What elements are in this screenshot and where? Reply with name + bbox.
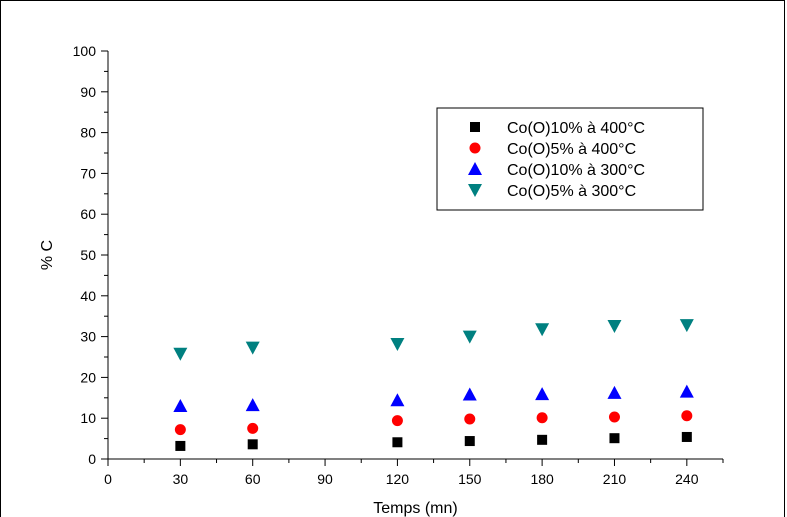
data-point bbox=[464, 413, 476, 425]
x-tick-label: 210 bbox=[603, 471, 627, 487]
data-point bbox=[175, 440, 186, 451]
data-point bbox=[247, 422, 259, 434]
data-point bbox=[390, 337, 405, 351]
y-tick-label: 90 bbox=[80, 84, 96, 100]
data-point bbox=[392, 437, 403, 448]
data-point bbox=[462, 387, 477, 401]
data-point bbox=[462, 330, 477, 344]
x-tick-label: 120 bbox=[386, 471, 410, 487]
data-point bbox=[174, 424, 186, 436]
data-point bbox=[607, 385, 622, 399]
series-3 bbox=[173, 384, 694, 412]
data-point bbox=[173, 347, 188, 361]
data-point bbox=[173, 398, 188, 412]
y-tick-label: 10 bbox=[80, 410, 96, 426]
data-point bbox=[535, 323, 550, 337]
data-point bbox=[681, 410, 693, 422]
series-4 bbox=[173, 319, 694, 361]
data-point bbox=[247, 439, 258, 450]
legend-marker bbox=[470, 122, 480, 132]
data-point bbox=[390, 393, 405, 407]
y-tick-label: 60 bbox=[80, 206, 96, 222]
data-point bbox=[535, 387, 550, 401]
x-tick-label: 0 bbox=[104, 471, 112, 487]
legend-marker bbox=[468, 184, 482, 197]
x-axis-title: Temps (mn) bbox=[373, 500, 457, 517]
data-point bbox=[464, 436, 475, 447]
data-points bbox=[173, 319, 694, 451]
legend-marker bbox=[468, 162, 482, 175]
legend: Co(O)10% à 400°C Co(O)5% à 400°C Co(O)10% … bbox=[436, 107, 704, 211]
x-tick-label: 150 bbox=[458, 471, 482, 487]
legend-marker bbox=[469, 142, 481, 154]
x-tick-label: 240 bbox=[675, 471, 699, 487]
y-tick-label: 0 bbox=[88, 451, 96, 467]
data-point bbox=[609, 433, 620, 444]
series-2 bbox=[174, 410, 693, 436]
data-point bbox=[681, 431, 692, 442]
y-axis-title: % C bbox=[39, 240, 56, 270]
y-tick-label: 100 bbox=[73, 43, 97, 59]
series-1 bbox=[175, 431, 692, 451]
legend-label: Co(O)10% à 300°C bbox=[507, 162, 645, 179]
y-tick-label: 70 bbox=[80, 165, 96, 181]
x-tick-label: 30 bbox=[173, 471, 189, 487]
legend-label: Co(O)5% à 300°C bbox=[507, 183, 636, 200]
legend-label: Co(O)10% à 400°C bbox=[507, 120, 645, 137]
y-tick-label: 30 bbox=[80, 329, 96, 345]
data-point bbox=[608, 411, 620, 423]
y-tick-label: 80 bbox=[80, 125, 96, 141]
y-tick-label: 20 bbox=[80, 369, 96, 385]
x-tick-label: 90 bbox=[317, 471, 333, 487]
data-point bbox=[536, 412, 548, 424]
data-point bbox=[245, 341, 260, 355]
data-point bbox=[607, 319, 622, 333]
y-ticks: 0 10 20 30 40 50 60 70 80 90 100 bbox=[73, 43, 108, 467]
legend-box bbox=[436, 107, 704, 211]
legend-label: Co(O)5% à 400°C bbox=[507, 141, 636, 158]
x-tick-label: 60 bbox=[245, 471, 261, 487]
x-tick-label: 180 bbox=[530, 471, 554, 487]
y-tick-label: 50 bbox=[80, 247, 96, 263]
x-ticks: 0 30 60 90 120 150 180 210 240 bbox=[104, 459, 724, 487]
data-point bbox=[391, 415, 403, 427]
data-point bbox=[537, 434, 548, 445]
data-point bbox=[245, 398, 260, 412]
data-point bbox=[679, 384, 694, 398]
data-point bbox=[679, 319, 694, 333]
y-tick-label: 40 bbox=[80, 288, 96, 304]
